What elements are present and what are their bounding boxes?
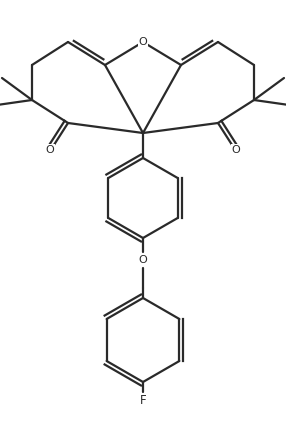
- Text: O: O: [139, 37, 147, 47]
- Text: F: F: [140, 393, 146, 407]
- Text: O: O: [139, 255, 147, 265]
- Text: O: O: [232, 145, 240, 155]
- Text: O: O: [46, 145, 54, 155]
